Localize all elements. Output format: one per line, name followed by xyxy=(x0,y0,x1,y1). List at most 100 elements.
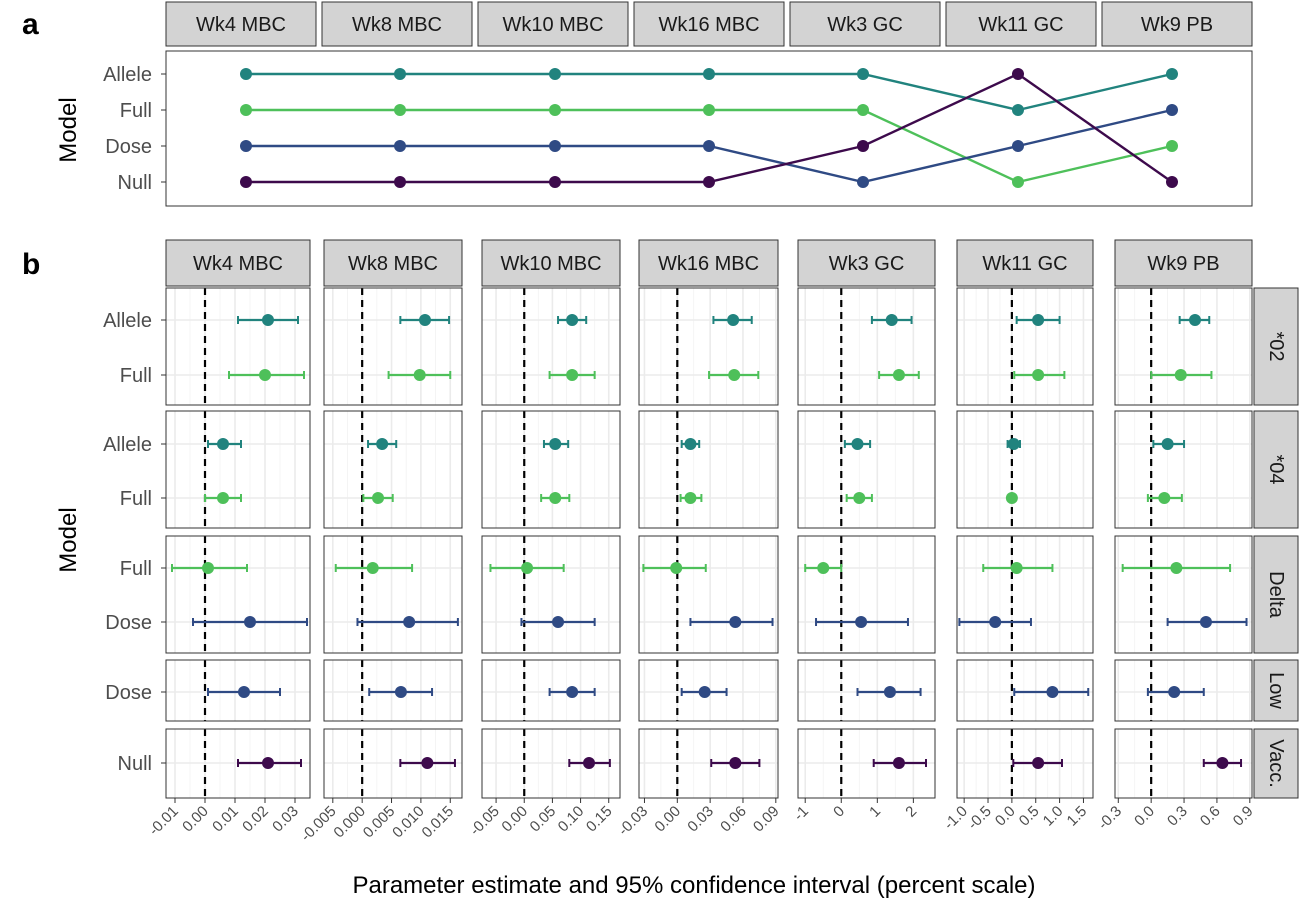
panel-b-estimate-point-1-3 xyxy=(728,369,741,381)
panel-a-ytick-full: Full xyxy=(120,100,152,122)
panel-b-xtick-label: 1.0 xyxy=(1040,803,1067,830)
panel-b-panel-frame-3-2 xyxy=(481,659,621,722)
panel-a-point-full-0 xyxy=(240,104,252,116)
panel-b-estimate-point-4-3 xyxy=(670,562,683,574)
panel-b-estimate-point-2-2 xyxy=(549,438,562,450)
panel-b-estimate-point-4-4 xyxy=(817,562,830,574)
panel-b-xtick-label: 0.01 xyxy=(209,803,242,836)
panel-b-column-strip-4 xyxy=(797,239,936,287)
panel-a-label: a xyxy=(22,8,39,41)
panel-a-point-dose-4 xyxy=(857,176,869,188)
panel-b-panel-bg-1-5 xyxy=(957,411,1093,528)
panel-b-xtick-label: -0.5 xyxy=(965,803,995,833)
panel-b-panel-frame-1-0 xyxy=(165,410,311,529)
panel-b-panel-frame-4-6 xyxy=(1114,728,1253,799)
panel-b-estimate-point-7-3 xyxy=(729,757,742,769)
panel-b-estimate-point-0-0 xyxy=(262,314,274,326)
panel-a-strip-label-1: Wk8 MBC xyxy=(352,14,442,36)
panel-a-strip-4 xyxy=(789,1,941,47)
panel-a-point-allele-0 xyxy=(240,68,252,80)
panel-b-estimate-point-5-3 xyxy=(729,616,742,628)
panel-b-estimate-point-7-2 xyxy=(583,757,596,769)
panel-b-panel-frame-0-5 xyxy=(956,287,1094,406)
panel-b-panel-frame-2-1 xyxy=(323,535,463,654)
panel-a-strip-label-0: Wk4 MBC xyxy=(196,14,286,36)
panel-b-ytick-null: Null xyxy=(118,753,152,775)
panel-a-ytick-allele: Allele xyxy=(103,64,152,86)
panel-b-estimate-point-6-1 xyxy=(394,686,407,698)
panel-a-point-full-4 xyxy=(857,104,869,116)
panel-b-xtick-label: 0.09 xyxy=(750,803,783,836)
panel-b-estimate-point-4-2 xyxy=(521,562,534,574)
panel-b-estimate-point-2-6 xyxy=(1161,438,1174,450)
panel-a-strip-label-4: Wk3 GC xyxy=(827,14,903,36)
panel-b-panel-frame-4-4 xyxy=(797,728,936,799)
panel-b-xtick-label: 0.00 xyxy=(179,803,212,836)
panel-b-estimate-point-6-2 xyxy=(566,686,579,698)
panel-b-column-strip-1 xyxy=(323,239,463,287)
panel-b-panel-frame-3-3 xyxy=(638,659,779,722)
panel-a-strip-label-5: Wk11 GC xyxy=(978,14,1063,36)
panel-b-panel-frame-3-5 xyxy=(956,659,1094,722)
panel-b-panel-frame-1-5 xyxy=(956,410,1094,529)
panel-a-point-full-3 xyxy=(703,104,715,116)
panel-b-panel-frame-1-1 xyxy=(323,410,463,529)
panel-b-xtick-label: 0.005 xyxy=(360,803,399,842)
panel-b-estimate-point-2-5 xyxy=(1007,438,1020,450)
panel-b-panel-bg-2-1 xyxy=(324,536,462,653)
panel-b-estimate-point-3-1 xyxy=(372,492,385,504)
panel-b-estimate-point-6-4 xyxy=(883,686,896,698)
panel-b-panel-frame-0-1 xyxy=(323,287,463,406)
panel-b-estimate-point-0-4 xyxy=(885,314,898,326)
panel-b-column-strip-0 xyxy=(165,239,311,287)
panel-b-xtick-label: 0.00 xyxy=(651,803,684,836)
panel-b-panel-frame-2-5 xyxy=(956,535,1094,654)
panel-b-xtick-label: 0.5 xyxy=(1016,803,1043,830)
panel-b-estimate-point-1-2 xyxy=(566,369,579,381)
panel-a-strip-5 xyxy=(945,1,1097,47)
panel-b-row-strip-0 xyxy=(1253,287,1299,406)
panel-b-column-strip-5 xyxy=(956,239,1094,287)
panel-a-point-dose-3 xyxy=(703,140,715,152)
panel-a-point-dose-5 xyxy=(1012,140,1024,152)
panel-b-panel-frame-1-3 xyxy=(638,410,779,529)
panel-b-panel-frame-3-1 xyxy=(323,659,463,722)
panel-b-row-strip-label-1: *04 xyxy=(1265,454,1287,484)
panel-a-ytick-null: Null xyxy=(118,172,152,194)
panel-b-xtick-label: 0.0 xyxy=(992,803,1019,830)
panel-a-point-full-2 xyxy=(549,104,561,116)
panel-b-estimate-point-3-5 xyxy=(1005,492,1018,504)
panel-b-estimate-point-1-6 xyxy=(1174,369,1187,381)
panel-b-column-strip-2 xyxy=(481,239,621,287)
panel-a-strip-1 xyxy=(321,1,473,47)
panel-b-panel-frame-1-4 xyxy=(797,410,936,529)
panel-b-estimate-point-2-0 xyxy=(217,438,229,450)
panel-b-panel-frame-1-2 xyxy=(481,410,621,529)
panel-b-estimate-point-5-6 xyxy=(1199,616,1212,628)
panel-b-panel-bg-2-2 xyxy=(482,536,620,653)
panel-b-estimate-point-6-3 xyxy=(698,686,711,698)
panel-b-estimate-point-5-0 xyxy=(244,616,256,628)
panel-b-row-strip-label-3: Low xyxy=(1265,672,1287,709)
panel-b-estimate-point-6-5 xyxy=(1046,686,1059,698)
panel-b-column-strip-label-5: Wk11 GC xyxy=(982,253,1067,275)
panel-b-panel-frame-0-4 xyxy=(797,287,936,406)
panel-a-point-null-6 xyxy=(1166,176,1178,188)
panel-b-panel-bg-3-0 xyxy=(166,660,310,721)
panel-b-estimate-point-0-1 xyxy=(419,314,432,326)
panel-b-xtick-label: 1 xyxy=(866,803,884,821)
panel-b-estimate-point-4-0 xyxy=(202,562,214,574)
panel-b-xtick-label: 0.03 xyxy=(684,803,717,836)
panel-b-ytick-full: Full xyxy=(120,365,152,387)
panel-b-panel-bg-0-4 xyxy=(798,288,935,405)
panel-a-point-null-0 xyxy=(240,176,252,188)
panel-b-xtick-label: 0.15 xyxy=(583,803,616,836)
panel-b-row-strip-1 xyxy=(1253,410,1299,529)
panel-b-ytick-full: Full xyxy=(120,488,152,510)
panel-a-point-dose-0 xyxy=(240,140,252,152)
panel-b-estimate-point-7-4 xyxy=(892,757,905,769)
panel-b-panel-bg-0-5 xyxy=(957,288,1093,405)
panel-b-panel-bg-0-3 xyxy=(639,288,778,405)
panel-b-panel-bg-1-0 xyxy=(166,411,310,528)
